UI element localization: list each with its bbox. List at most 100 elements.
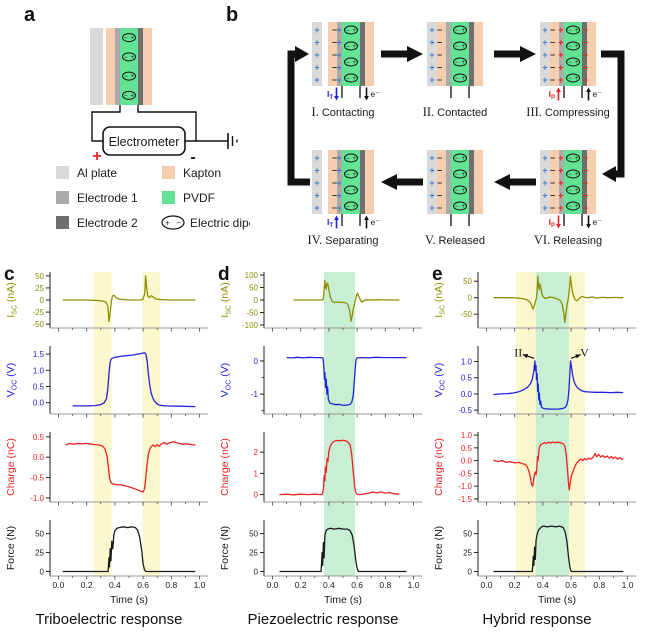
svg-text:+: + bbox=[352, 156, 356, 162]
electron-label: e⁻ bbox=[593, 217, 603, 227]
subplot-force: 50 25 0 0.0 0.2 0.4 0.6 0.8 1.0 Force (N) Time (s) bbox=[5, 520, 208, 606]
y-axis-label: VOC (V) bbox=[5, 363, 19, 397]
y-tick-label: 0.5 bbox=[33, 382, 45, 391]
electric-dipole-icon bbox=[344, 73, 358, 83]
al-plate-layer bbox=[90, 28, 103, 105]
svg-text:−: − bbox=[568, 156, 572, 162]
cycle-arrowhead bbox=[520, 46, 536, 62]
series-charge bbox=[493, 441, 624, 491]
svg-text:+: + bbox=[574, 44, 578, 50]
electrode2-piezo-minus: − bbox=[583, 166, 588, 176]
svg-text:+: + bbox=[130, 36, 134, 42]
kapton-charge-minus: − bbox=[437, 178, 442, 188]
electric-dipole-icon bbox=[566, 169, 580, 179]
y-tick-label: -0.5 bbox=[458, 469, 472, 478]
electrode2-piezo-minus: − bbox=[583, 25, 588, 35]
panel-d: d 100 50 0 -50 -100 ISC (nA) 0 -1 VOC (V) 2 1 0 Char… bbox=[216, 264, 430, 628]
y-tick-label: 50 bbox=[249, 284, 258, 293]
series-isc bbox=[493, 275, 624, 324]
kapton-charge-minus: − bbox=[550, 25, 555, 35]
subplot-force: 50 25 0 0.0 0.2 0.4 0.6 0.8 1.0 Force (N) Time (s) bbox=[219, 520, 422, 606]
wire-right bbox=[137, 105, 197, 141]
kapton-charge-minus: − bbox=[332, 153, 337, 163]
plus-terminal-label: + bbox=[92, 148, 101, 165]
x-tick-label: 0.6 bbox=[137, 580, 149, 590]
al-charge-plus: + bbox=[542, 153, 547, 163]
al-charge-plus: + bbox=[542, 63, 547, 73]
current-label: IP bbox=[549, 89, 555, 101]
y-tick-label: 0 bbox=[468, 567, 473, 576]
y-tick-label: 100 bbox=[245, 271, 259, 280]
electron-label: e⁻ bbox=[371, 89, 381, 99]
electrode1-piezo-plus: + bbox=[558, 75, 563, 85]
al-charge-plus: + bbox=[542, 75, 547, 85]
electrode2-piezo-minus: − bbox=[583, 178, 588, 188]
kapton-charge-minus: − bbox=[332, 63, 337, 73]
al-charge-plus: + bbox=[314, 63, 319, 73]
highlight-band-green bbox=[323, 272, 355, 576]
y-tick-label: 0.5 bbox=[461, 444, 473, 453]
y-tick-label: -100 bbox=[242, 321, 259, 330]
electrode1-piezo-plus: + bbox=[558, 63, 563, 73]
y-tick-label: -50 bbox=[460, 310, 472, 319]
electric-dipole-icon bbox=[161, 215, 185, 230]
electric-dipole-icon bbox=[344, 185, 358, 195]
y-tick-label: -50 bbox=[32, 320, 44, 329]
y-tick-label: 0 bbox=[254, 296, 259, 305]
x-tick-label: 0.6 bbox=[565, 580, 577, 590]
legend-label: Kapton bbox=[183, 166, 221, 180]
electric-dipole-icon bbox=[453, 73, 467, 83]
x-tick-label: 0.0 bbox=[53, 580, 65, 590]
svg-text:+: + bbox=[574, 60, 578, 66]
chart-triboelectric: 50 25 0 -25 -50 ISC (nA) 1.5 1.0 0.5 0.0 VOC (V) 0.… bbox=[5, 272, 208, 606]
y-tick-label: 50 bbox=[463, 530, 472, 539]
x-tick-label: 1.0 bbox=[194, 580, 206, 590]
y-axis-label: Charge (nC) bbox=[433, 438, 445, 496]
al-charge-plus: + bbox=[429, 191, 434, 201]
legend-label: PVDF bbox=[183, 191, 215, 205]
stage-IV-separating: − +− +− +− ++ − ++ − ++ − ++ − ++ − +IT e⁻IV. Separating bbox=[308, 150, 380, 247]
electric-dipole-icon bbox=[122, 71, 136, 81]
electrode1-induced-plus: + bbox=[337, 63, 342, 73]
y-tick-label: 50 bbox=[35, 530, 44, 539]
electric-dipole-icon bbox=[344, 201, 358, 211]
al-charge-plus: + bbox=[314, 38, 319, 48]
series-voc bbox=[286, 356, 407, 407]
electric-dipole-icon bbox=[566, 25, 580, 35]
x-tick-label: 0.0 bbox=[481, 580, 493, 590]
svg-text:+: + bbox=[574, 188, 578, 194]
legend-label: Electric dipoles bbox=[190, 216, 250, 230]
svg-text:+: + bbox=[574, 28, 578, 34]
y-tick-label: 0.5 bbox=[33, 433, 45, 442]
al-charge-plus: + bbox=[314, 153, 319, 163]
kapton-charge-minus: − bbox=[332, 191, 337, 201]
series-force bbox=[493, 525, 624, 573]
kapton-charge-minus: − bbox=[550, 50, 555, 60]
kapton-charge-minus: − bbox=[550, 38, 555, 48]
y-tick-label: 25 bbox=[463, 549, 472, 558]
kapton-charge-minus: − bbox=[550, 63, 555, 73]
svg-text:−: − bbox=[346, 44, 350, 50]
al-charge-plus: + bbox=[314, 25, 319, 35]
y-tick-label: 50 bbox=[463, 277, 472, 286]
legend-swatch bbox=[56, 166, 69, 179]
stage-caption: V. Released bbox=[425, 233, 485, 247]
y-tick-label: 1.0 bbox=[33, 366, 45, 375]
svg-text:−: − bbox=[455, 172, 459, 178]
electric-dipole-icon bbox=[344, 169, 358, 179]
svg-text:+: + bbox=[352, 76, 356, 82]
al-charge-plus: + bbox=[542, 191, 547, 201]
subplot-force: 50 25 0 0.0 0.2 0.4 0.6 0.8 1.0 Force (N) Time (s) bbox=[433, 520, 636, 606]
electrode1-piezo-plus: + bbox=[558, 153, 563, 163]
al-charge-plus: + bbox=[429, 75, 434, 85]
caption-piezoelectric: Piezoelectric response bbox=[247, 611, 399, 628]
svg-text:−: − bbox=[346, 188, 350, 194]
x-tick-label: 0.4 bbox=[537, 580, 549, 590]
series-charge bbox=[65, 441, 196, 493]
cycle-arrows bbox=[287, 46, 625, 190]
y-tick-label: 25 bbox=[35, 549, 44, 558]
y-tick-label: 1.0 bbox=[461, 431, 473, 440]
svg-text:−: − bbox=[568, 204, 572, 210]
electrode1-piezo-plus: + bbox=[558, 178, 563, 188]
y-axis-label: ISC (nA) bbox=[219, 282, 233, 317]
